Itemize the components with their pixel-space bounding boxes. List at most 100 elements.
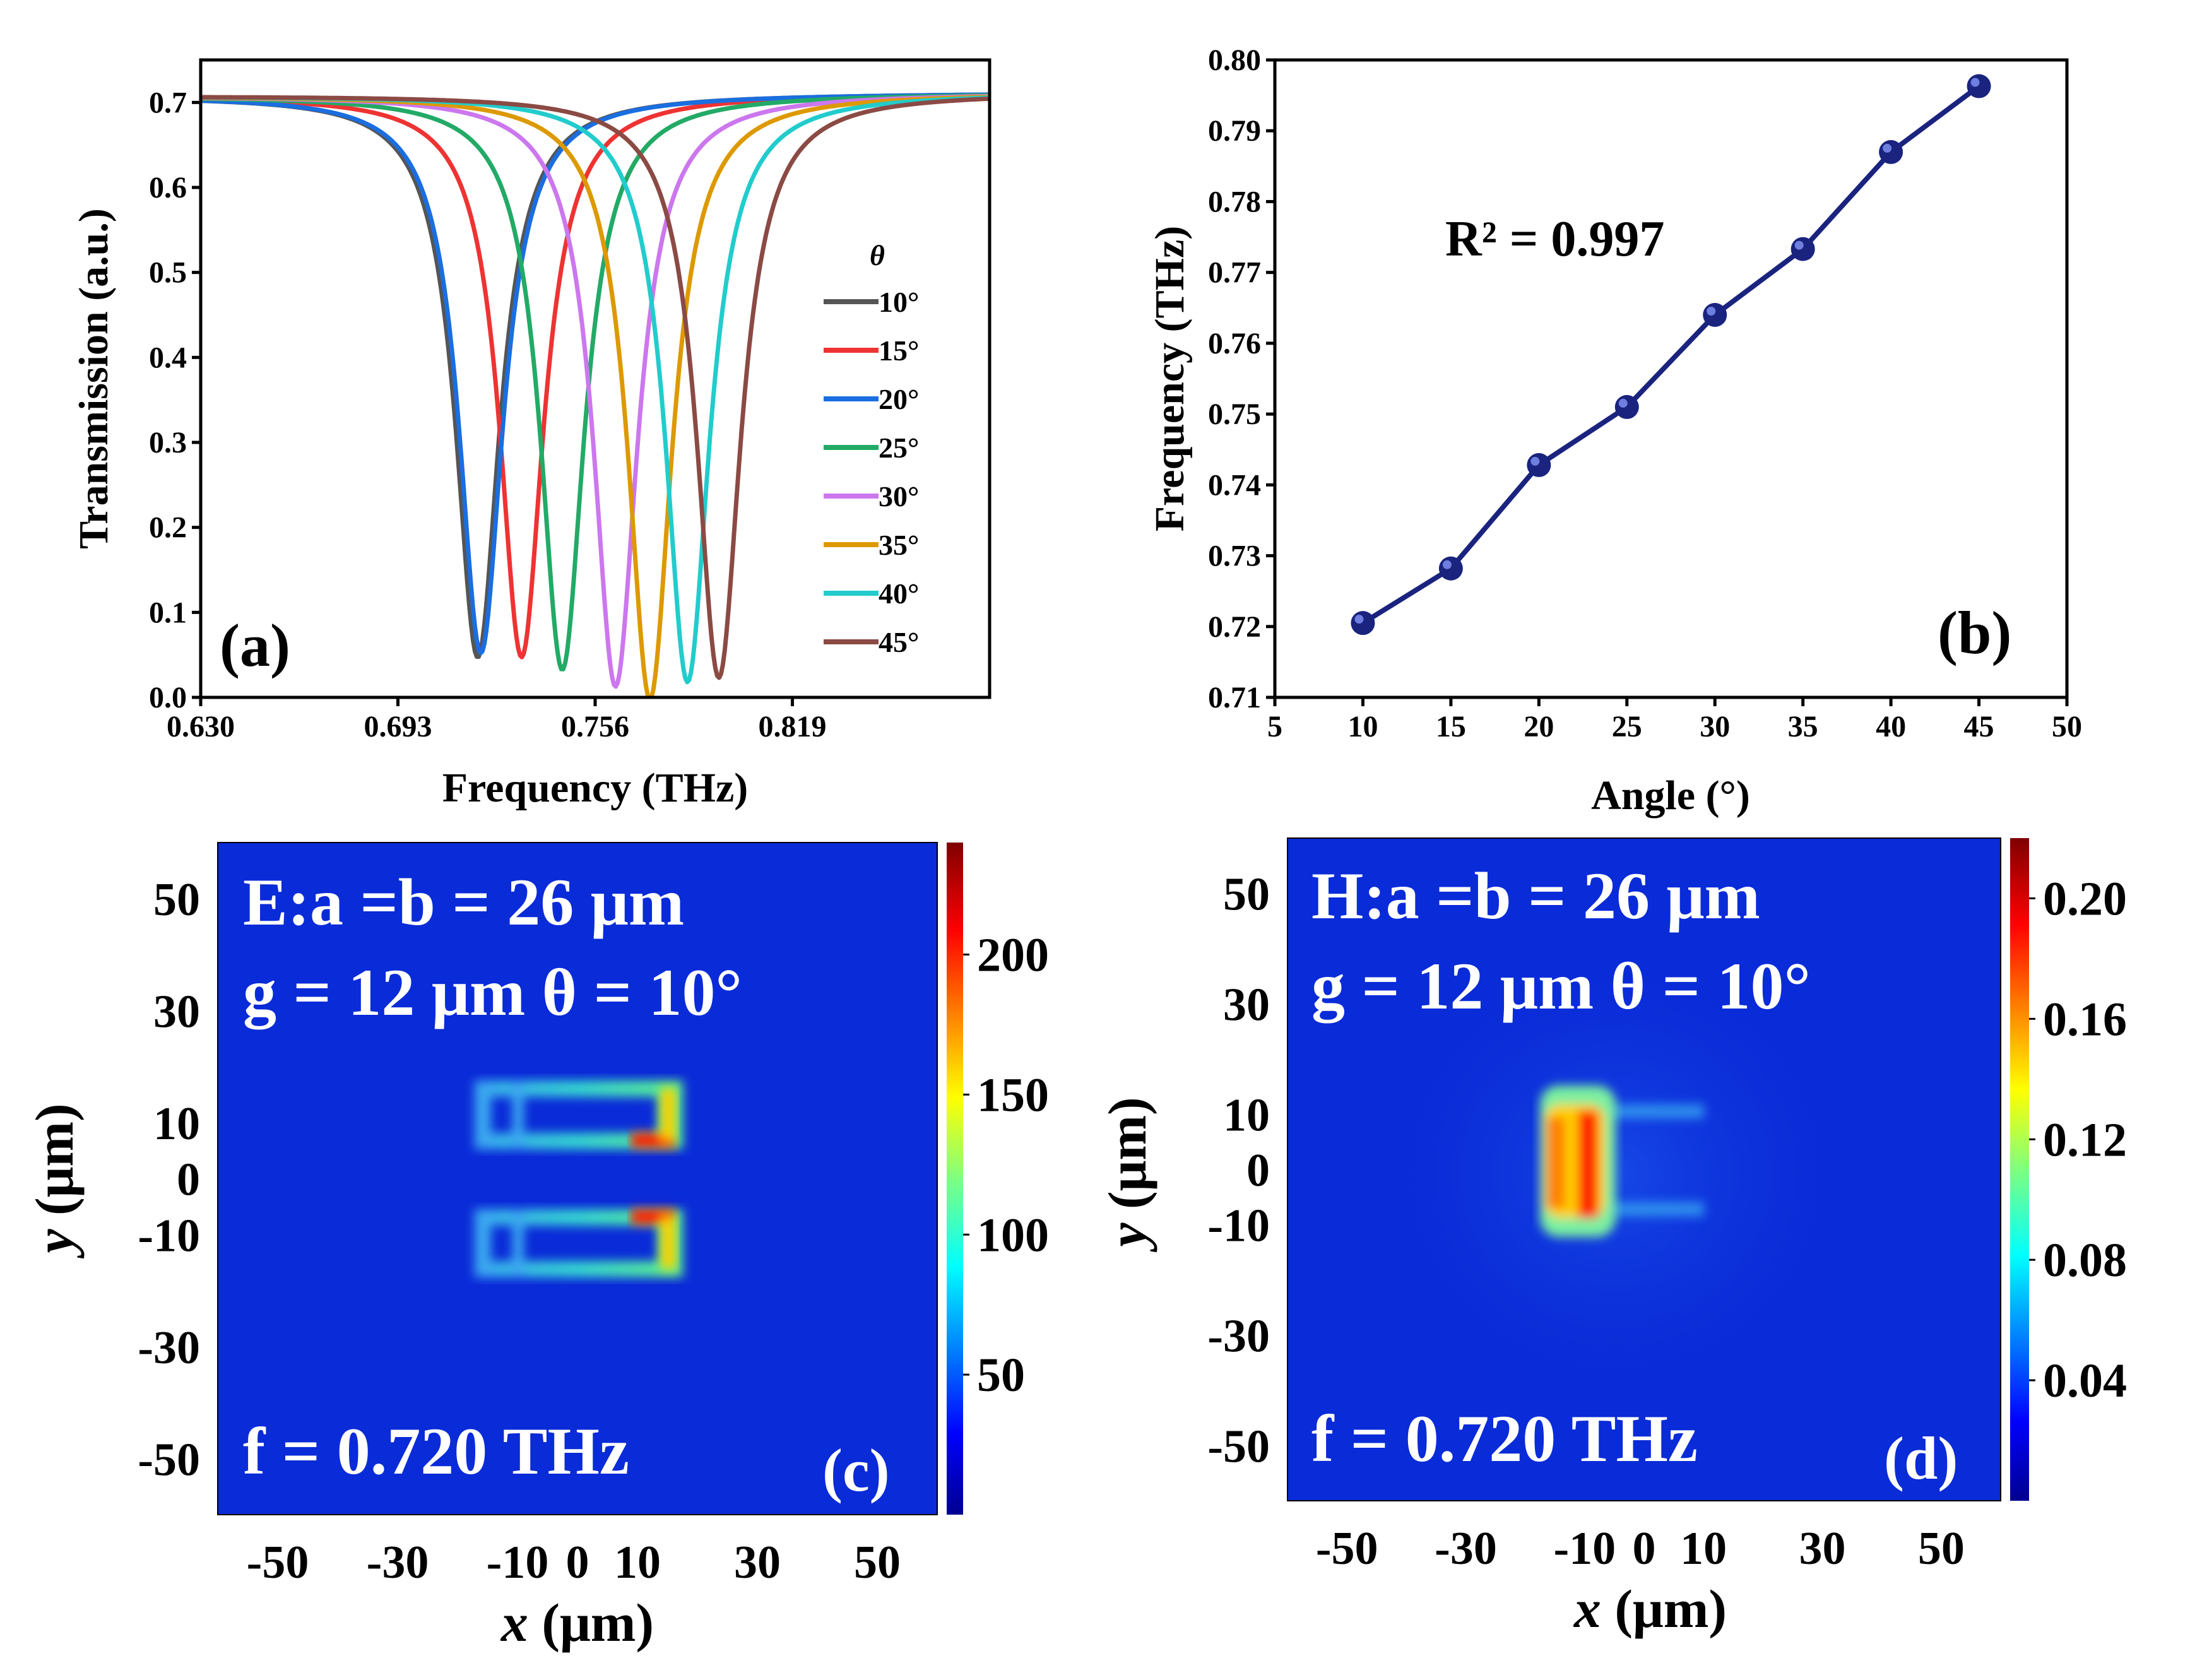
panel-b-y-ticks: 0.71 0.72 0.73 0.74 0.75 0.76 0.77 0.78 0.79 0.80 bbox=[1208, 44, 1275, 714]
e-field-map bbox=[218, 843, 937, 1515]
curve-45deg bbox=[201, 95, 990, 680]
x-tick-label: 25 bbox=[1612, 710, 1642, 743]
data-point-highlight bbox=[1354, 615, 1364, 624]
y-tick-label: 0.80 bbox=[1208, 44, 1261, 77]
data-point bbox=[1790, 237, 1815, 261]
h-field-hotspots bbox=[1540, 1085, 1704, 1237]
y-tick-label: 0.0 bbox=[149, 681, 187, 714]
data-point bbox=[1703, 303, 1727, 327]
e-lower-bottom-arm bbox=[475, 1261, 683, 1277]
e-upper-top-arm bbox=[475, 1080, 683, 1097]
x-tick-label: 50 bbox=[1918, 1523, 1965, 1575]
x-tick-label: -10 bbox=[487, 1537, 549, 1588]
panel-c-y-ticks: 50 30 100-10 -30 -50 bbox=[138, 874, 200, 1486]
panel-c-label: (c) bbox=[822, 1436, 890, 1504]
colorbar-tick-label: 100 bbox=[977, 1209, 1049, 1262]
x-tick-label: 20 bbox=[1524, 710, 1554, 743]
x-tick-label: 45 bbox=[1964, 710, 1994, 743]
x-tick-label: 30 bbox=[1700, 710, 1730, 743]
y-tick-label: 0.2 bbox=[149, 511, 187, 545]
data-point-highlight bbox=[1970, 78, 1980, 87]
x-tick-label: 10 bbox=[1347, 710, 1378, 743]
panel-a-y-label: Transmission (a.u.) bbox=[71, 208, 117, 549]
panel-d-params-1: H:a =b = 26 μm bbox=[1311, 859, 1760, 933]
curve-15deg bbox=[201, 92, 990, 660]
panel-d-frequency: f = 0.720 THz bbox=[1311, 1402, 1698, 1476]
y-tick-label: -30 bbox=[1207, 1311, 1270, 1363]
y-tick-label: -50 bbox=[138, 1434, 200, 1486]
data-point bbox=[1438, 556, 1463, 581]
x-tick-label: 35 bbox=[1788, 710, 1818, 743]
data-point-highlight bbox=[1707, 307, 1716, 316]
panel-c-frame bbox=[217, 842, 938, 1515]
data-point bbox=[1351, 611, 1375, 636]
legend-label: 30° bbox=[879, 480, 919, 512]
data-point-highlight bbox=[1794, 240, 1804, 250]
curve-20deg bbox=[201, 92, 990, 656]
x-tick-label: 40 bbox=[1876, 710, 1906, 743]
y-tick-label: 0.73 bbox=[1208, 540, 1261, 573]
panel-d-frame bbox=[1287, 837, 2001, 1501]
colorbar-tick-label: 0.12 bbox=[2043, 1113, 2127, 1166]
frequency-vs-angle-line bbox=[1361, 84, 1980, 625]
y-tick-label: 10 bbox=[1223, 1090, 1270, 1142]
x-tick-label: 15 bbox=[1436, 710, 1466, 743]
data-point-highlight bbox=[1618, 398, 1628, 408]
data-point bbox=[1879, 139, 1903, 164]
panel-a-x-ticks: 0.630 0.693 0.756 0.819 bbox=[167, 697, 827, 743]
colorbar-tick-label: 0.04 bbox=[2043, 1354, 2127, 1407]
panel-d-y-label: y (μm) bbox=[1097, 1097, 1157, 1252]
data-point bbox=[1967, 74, 1991, 98]
panel-d-x-ticks: -50 -30 -10 0 10 30 50 bbox=[1316, 1523, 1965, 1575]
x-tick-label: 0.630 bbox=[167, 710, 235, 743]
y-tick-label: 0.77 bbox=[1208, 256, 1261, 290]
h-core-left bbox=[1546, 1117, 1565, 1209]
e-field-hotspots bbox=[475, 1080, 683, 1277]
panel-c-colorbar bbox=[947, 843, 963, 1515]
y-tick-label: 0.5 bbox=[149, 256, 187, 290]
panel-d-colorbar bbox=[2010, 838, 2029, 1501]
panel-a: 0.630 0.693 0.756 0.819 0.00.10.20.30.40.50… bbox=[71, 58, 991, 811]
colorbar-tick-label: 0.20 bbox=[2043, 872, 2127, 925]
transmission-curves bbox=[201, 92, 990, 697]
y-tick-label: 0.7 bbox=[149, 86, 187, 119]
colorbar-tick-label: 0.16 bbox=[2043, 993, 2127, 1046]
h-core-right bbox=[1578, 1111, 1598, 1218]
x-tick-label: -30 bbox=[367, 1537, 429, 1588]
panel-d: H:a =b = 26 μm g = 12 μm θ = 10° f = 0.7… bbox=[1097, 837, 2127, 1639]
colorbar-tick-label: 50 bbox=[977, 1349, 1025, 1402]
legend-label: 40° bbox=[879, 577, 919, 610]
data-point-highlight bbox=[1883, 143, 1892, 153]
x-tick-label: -30 bbox=[1435, 1523, 1497, 1575]
y-tick-label: 0.72 bbox=[1208, 610, 1261, 644]
y-tick-label: -10 bbox=[1207, 1200, 1270, 1252]
e-hotspot-lower-edge bbox=[661, 1218, 675, 1269]
legend-label: 10° bbox=[879, 286, 919, 318]
panel-c-x-label: x (μm) bbox=[500, 1592, 654, 1653]
y-tick-label: 0.75 bbox=[1208, 398, 1261, 431]
y-tick-label: 0.78 bbox=[1208, 185, 1261, 218]
y-tick-label: 0.6 bbox=[149, 171, 187, 204]
panel-a-label: (a) bbox=[220, 612, 290, 679]
panel-c: E:a =b = 26 μm g = 12 μm θ = 10° f = 0.7… bbox=[24, 842, 1049, 1653]
data-point-highlight bbox=[1530, 456, 1540, 466]
panel-d-label: (d) bbox=[1884, 1424, 1958, 1492]
h-lower-arm bbox=[1590, 1202, 1704, 1216]
y-tick-label: -30 bbox=[138, 1322, 200, 1374]
legend-label: 45° bbox=[879, 626, 919, 658]
y-tick-label: 0.74 bbox=[1208, 468, 1261, 502]
y-tick-label: 0.76 bbox=[1208, 327, 1261, 360]
data-points bbox=[1351, 74, 1991, 636]
y-tick-label: 0 bbox=[1246, 1145, 1270, 1197]
colorbar-tick-label: 200 bbox=[977, 929, 1049, 982]
y-tick-label: 10 bbox=[153, 1098, 200, 1150]
y-tick-label: 0.79 bbox=[1208, 114, 1261, 148]
curve-25deg bbox=[201, 93, 990, 671]
x-tick-label: 10 bbox=[1680, 1523, 1727, 1575]
curve-10deg bbox=[201, 92, 990, 659]
y-tick-label: 50 bbox=[153, 874, 200, 926]
x-tick-label: -50 bbox=[247, 1537, 309, 1588]
y-tick-label: 0.3 bbox=[149, 426, 187, 459]
y-tick-label: 0.71 bbox=[1208, 681, 1261, 714]
